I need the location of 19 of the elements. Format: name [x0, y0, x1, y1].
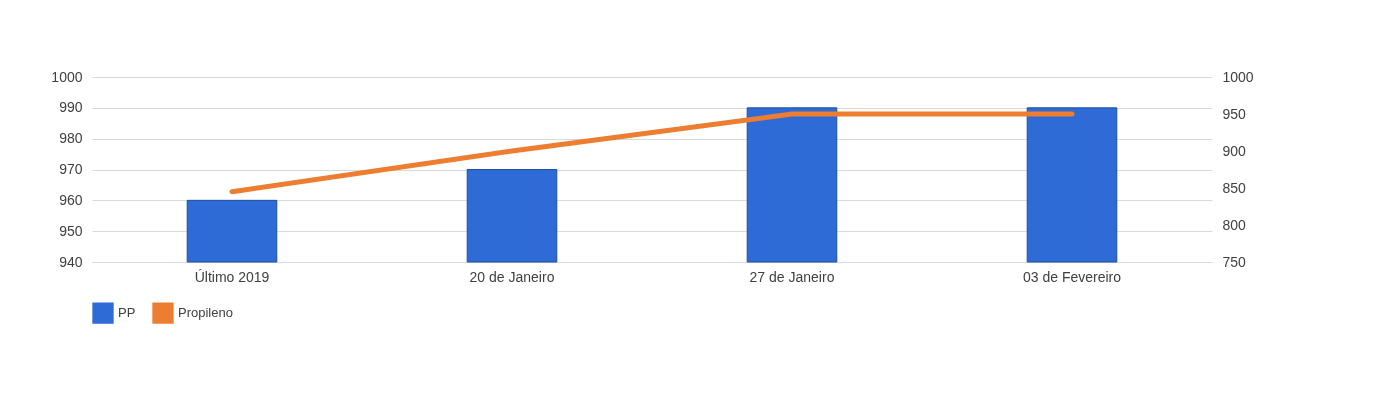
legend-label: Propileno	[178, 305, 233, 321]
y2-tick-label: 950	[1222, 105, 1247, 122]
y-tick-label: 990	[59, 99, 83, 116]
x-tick-label: 03 de Fevereiro	[1022, 268, 1122, 285]
x-tick-label: 27 de Janeiro	[749, 268, 835, 285]
x-tick-label: 20 de Janeiro	[469, 268, 555, 285]
y-tick-label: 950	[59, 222, 83, 239]
y2-tick-label: 750	[1222, 253, 1247, 270]
y2-tick-label: 1000	[1222, 68, 1254, 85]
y-tick-label: 970	[59, 161, 83, 177]
y-tick-label: 1000	[51, 68, 83, 85]
legend-label: PP	[118, 305, 136, 321]
y2-tick-label: 850	[1222, 179, 1247, 196]
y-tick-label: 940	[59, 253, 83, 270]
y-tick-label: 960	[59, 191, 83, 208]
y2-tick-label: 900	[1222, 142, 1247, 159]
x-tick-label: Último 2019	[194, 268, 270, 285]
y-tick-label: 980	[59, 130, 83, 147]
y2-tick-label: 800	[1222, 216, 1247, 233]
